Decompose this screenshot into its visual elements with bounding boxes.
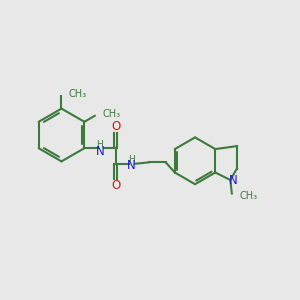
Text: H: H	[97, 140, 103, 149]
Text: O: O	[111, 120, 120, 133]
Text: N: N	[96, 145, 104, 158]
Text: N: N	[229, 173, 238, 187]
Text: CH₃: CH₃	[103, 109, 121, 119]
Text: CH₃: CH₃	[68, 89, 86, 99]
Text: N: N	[127, 159, 136, 172]
Text: CH₃: CH₃	[239, 190, 257, 201]
Text: O: O	[111, 179, 120, 192]
Text: H: H	[128, 155, 134, 164]
